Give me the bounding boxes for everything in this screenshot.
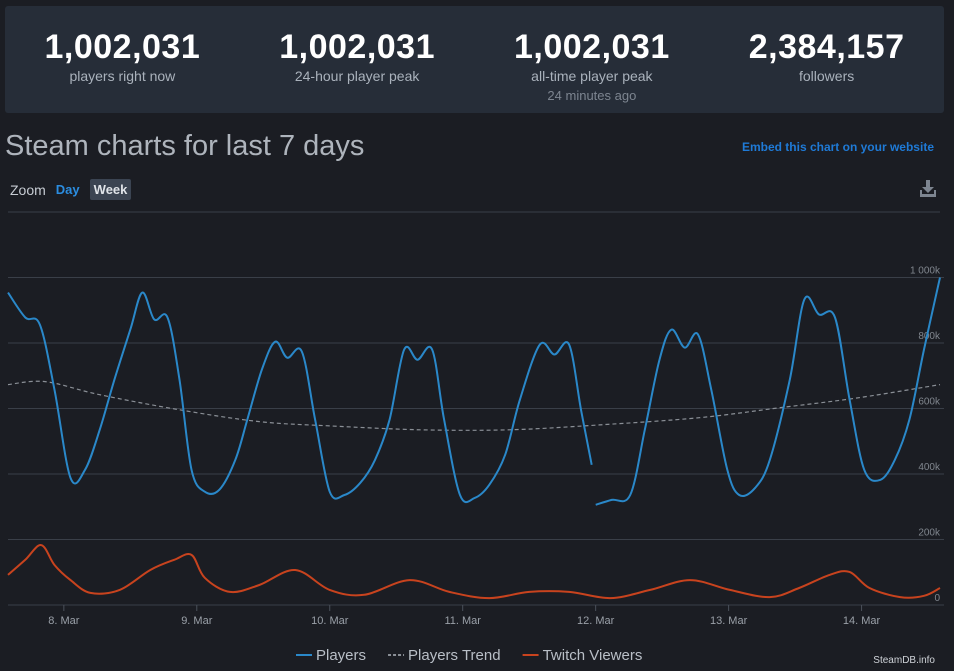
heading: Steam charts for last 7 days bbox=[5, 130, 365, 162]
legend-label: Twitch Viewers bbox=[543, 647, 643, 664]
legend: Players Players Trend Twitch Viewers bbox=[296, 647, 642, 664]
stat: 2,384,157 followers bbox=[709, 6, 944, 113]
series-line bbox=[7, 544, 941, 600]
y-tick-label: 1 000k bbox=[910, 266, 941, 277]
series-line bbox=[595, 277, 941, 506]
stat-label: players right now bbox=[69, 68, 176, 84]
download-icon[interactable] bbox=[920, 180, 936, 197]
x-tick-label: 9. Mar bbox=[181, 615, 213, 627]
x-tick-label: 12. Mar bbox=[577, 615, 615, 627]
stats-panel: 1,002,031 players right now 1,002,031 24-ho… bbox=[5, 6, 944, 113]
x-tick-label: 14. Mar bbox=[843, 615, 881, 627]
stat-value: 1,002,031 bbox=[44, 28, 201, 66]
stat-sub: 24 minutes ago bbox=[547, 88, 637, 103]
stat: 1,002,031 players right now bbox=[5, 6, 240, 113]
y-tick-label: 200k bbox=[918, 528, 941, 539]
y-tick-label: 600k bbox=[918, 397, 941, 408]
y-tick-label: 0 bbox=[934, 593, 940, 604]
stat: 1,002,031 all-time player peak 24 minutes … bbox=[475, 6, 710, 113]
stat: 1,002,031 24-hour player peak bbox=[240, 6, 475, 113]
stat-label: followers bbox=[799, 68, 855, 84]
x-tick-label: 10. Mar bbox=[311, 615, 349, 627]
embed-link[interactable]: Embed this chart on your website bbox=[741, 140, 934, 154]
stat-value: 1,002,031 bbox=[513, 28, 670, 66]
stat-label: 24-hour player peak bbox=[294, 68, 420, 84]
zoom-day[interactable]: Day bbox=[55, 182, 80, 197]
zoom-bar: Zoom Day Week bbox=[10, 179, 132, 200]
x-tick-label: 13. Mar bbox=[710, 615, 748, 627]
stat-value: 1,002,031 bbox=[279, 28, 435, 66]
y-tick-label: 800k bbox=[918, 331, 941, 342]
stat-label: all-time player peak bbox=[531, 68, 653, 84]
y-tick-label: 400k bbox=[918, 462, 941, 473]
legend-label: Players Trend bbox=[408, 647, 501, 664]
x-tick-label: 11. Mar bbox=[444, 615, 481, 627]
zoom-week[interactable]: Week bbox=[89, 179, 132, 200]
series-line bbox=[7, 291, 593, 504]
zoom-label: Zoom bbox=[10, 181, 46, 198]
legend-label: Players bbox=[316, 647, 366, 664]
x-tick-label: 8. Mar bbox=[48, 615, 80, 627]
stat-value: 2,384,157 bbox=[748, 28, 905, 66]
credit: SteamDB.info bbox=[873, 655, 935, 666]
series-line bbox=[7, 380, 941, 431]
